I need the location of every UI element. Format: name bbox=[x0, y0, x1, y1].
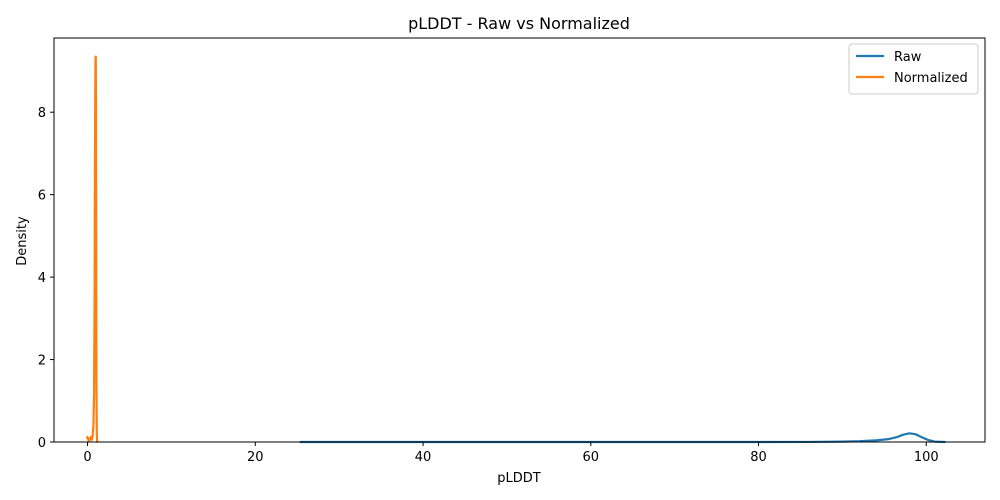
x-tick-label: 80 bbox=[750, 450, 767, 465]
legend-label-normalized: Normalized bbox=[894, 71, 968, 86]
x-axis-label: pLDDT bbox=[497, 471, 541, 486]
x-tick-label: 20 bbox=[247, 450, 264, 465]
series-line-raw bbox=[299, 432, 946, 444]
y-tick-label: 4 bbox=[38, 271, 46, 286]
y-tick-label: 8 bbox=[38, 106, 46, 121]
y-axis-label: Density bbox=[15, 216, 30, 266]
x-tick-label: 60 bbox=[583, 450, 600, 465]
x-tick-label: 100 bbox=[914, 450, 939, 465]
y-tick-label: 0 bbox=[38, 436, 46, 451]
legend-label-raw: Raw bbox=[894, 50, 922, 65]
plot-area: 0 20 40 60 80 100 0 2 4 6 8 bbox=[38, 37, 986, 465]
y-tick-label: 2 bbox=[38, 354, 46, 369]
axes-frame bbox=[53, 37, 986, 443]
chart-title: pLDDT - Raw vs Normalized bbox=[408, 14, 630, 33]
y-tick-label: 6 bbox=[38, 189, 46, 204]
legend: Raw Normalized bbox=[848, 43, 979, 95]
x-tick-label: 0 bbox=[83, 450, 91, 465]
x-tick-label: 40 bbox=[415, 450, 432, 465]
series-line-normalized bbox=[86, 55, 99, 444]
